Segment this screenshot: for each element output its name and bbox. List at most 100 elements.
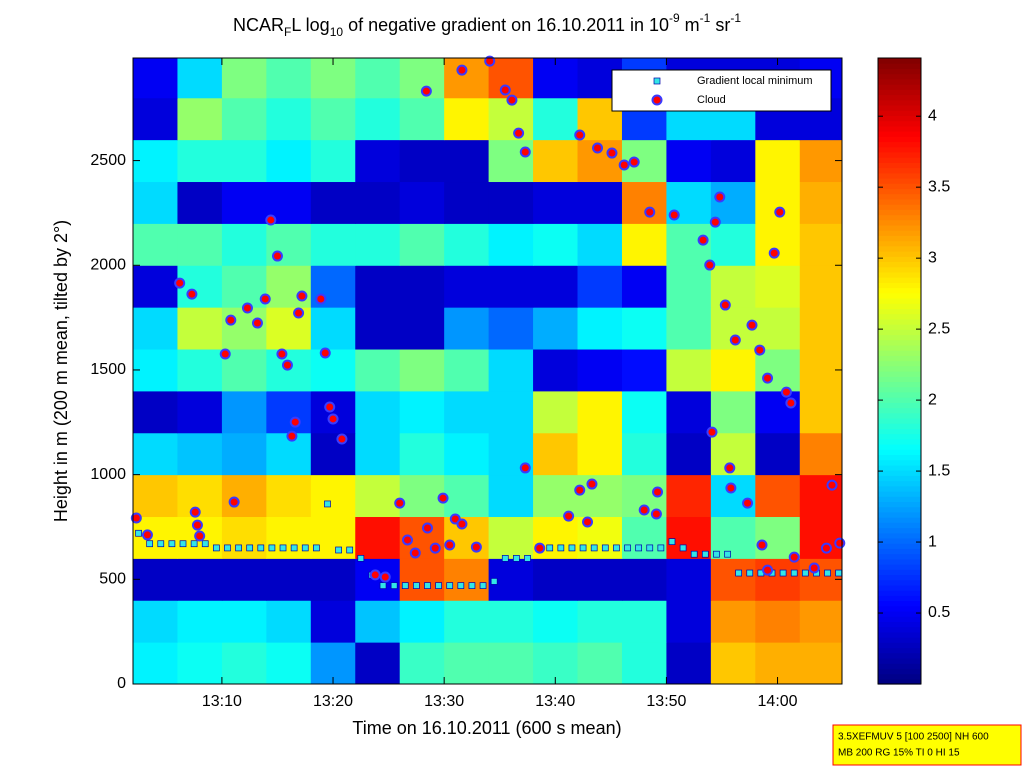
heatmap-cell xyxy=(355,139,401,183)
gradient-minimum-point xyxy=(201,540,209,548)
heatmap-cell xyxy=(221,600,267,643)
cloud-point xyxy=(650,508,662,520)
heatmap-cell xyxy=(133,474,178,518)
gradient-minimum-point xyxy=(379,582,387,589)
gradient-minimum-point xyxy=(435,582,442,589)
heatmap-cell xyxy=(133,265,178,308)
colorbar-tick-label: 3 xyxy=(928,249,937,266)
heatmap-cell xyxy=(444,390,490,434)
heatmap-cell xyxy=(177,600,223,643)
heatmap-cell xyxy=(310,223,356,266)
colorbar-cell xyxy=(878,407,921,414)
x-tick-label: 13:20 xyxy=(313,693,353,710)
colorbar-cell xyxy=(878,89,921,96)
legend-label: Gradient local minimum xyxy=(697,75,813,87)
colorbar-cell xyxy=(878,564,921,570)
colorbar-cell xyxy=(878,537,921,544)
heatmap-cell xyxy=(221,432,267,476)
heatmap-cell xyxy=(621,642,667,685)
heatmap-cell xyxy=(533,390,579,434)
x-tick-label: 13:50 xyxy=(646,693,686,710)
cloud-point xyxy=(774,206,786,218)
gradient-minimum-point xyxy=(479,582,487,589)
heatmap-cell xyxy=(399,181,445,224)
cloud-point xyxy=(697,234,709,246)
heatmap-cell xyxy=(488,642,534,685)
heatmap-cell xyxy=(444,307,490,350)
gradient-minimum-point xyxy=(346,546,354,554)
gradient-minimum-point xyxy=(801,569,809,577)
heatmap-cell xyxy=(355,181,401,224)
heatmap-cell xyxy=(621,139,667,183)
overlay xyxy=(130,55,846,589)
colorbar-cell xyxy=(878,287,921,294)
heatmap-cell xyxy=(133,600,178,643)
x-axis-label: Time on 16.10.2011 (600 s mean) xyxy=(352,718,621,738)
heatmap-cell xyxy=(488,600,534,643)
heatmap-cell xyxy=(399,390,445,434)
y-tick-label: 500 xyxy=(99,571,126,588)
heatmap-cell xyxy=(533,223,579,266)
cloud-point xyxy=(265,214,277,226)
gradient-minimum-point xyxy=(624,544,631,552)
heatmap-cell xyxy=(266,307,312,350)
colorbar-cell xyxy=(878,517,921,523)
heatmap-cell xyxy=(177,181,223,224)
cloud-point xyxy=(563,510,575,522)
colorbar-cell xyxy=(878,99,921,106)
gradient-minimum-point xyxy=(524,555,531,562)
cloud-point xyxy=(219,348,231,360)
cloud-point xyxy=(289,416,301,428)
gradient-minimum-point xyxy=(779,569,787,577)
cloud-point xyxy=(241,302,253,314)
heatmap-cell xyxy=(755,558,801,601)
colorbar-cell xyxy=(878,141,921,148)
gradient-minimum-point xyxy=(257,544,265,552)
cloud-point xyxy=(286,430,298,442)
heatmap-cell xyxy=(666,642,712,685)
cloud-point xyxy=(189,506,201,518)
heatmap-cell xyxy=(799,390,843,434)
cloud-point xyxy=(336,433,348,445)
colorbar-cell xyxy=(878,480,921,487)
gradient-minimum-point xyxy=(724,550,731,558)
heatmap-cell xyxy=(444,349,490,392)
heatmap-cell xyxy=(533,265,579,308)
cloud-point xyxy=(519,462,531,474)
colorbar-cell xyxy=(878,110,921,116)
cloud-point xyxy=(606,147,618,159)
colorbar-cell xyxy=(878,678,921,685)
colorbar-cell xyxy=(878,438,921,445)
heatmap-cell xyxy=(221,181,267,224)
heatmap-cell xyxy=(666,265,712,308)
heatmap-cell xyxy=(399,474,445,518)
heatmap-cell xyxy=(621,181,667,224)
gradient-minimum-point xyxy=(546,544,554,552)
colorbar-cell xyxy=(878,120,921,127)
heatmap-cell xyxy=(177,223,223,266)
heatmap xyxy=(133,58,843,685)
cloud-point xyxy=(762,564,774,576)
heatmap-cell xyxy=(177,139,223,183)
heatmap-cell xyxy=(355,97,401,141)
heatmap-cell xyxy=(577,223,623,266)
colorbar-cell xyxy=(878,506,921,513)
gradient-minimum-point xyxy=(390,582,398,589)
cloud-point xyxy=(130,512,142,524)
gradient-minimum-point xyxy=(601,544,609,552)
heatmap-cell xyxy=(710,349,756,392)
gradient-minimum-point xyxy=(357,555,365,562)
heatmap-cell xyxy=(266,558,312,601)
y-tick-label: 2000 xyxy=(90,256,126,273)
heatmap-cell xyxy=(310,390,356,434)
heatmap-cell xyxy=(177,265,223,308)
colorbar-cell xyxy=(878,652,921,659)
cloud-point xyxy=(324,401,336,413)
heatmap-cell xyxy=(399,307,445,350)
colorbar-cell xyxy=(878,277,921,283)
heatmap-cell xyxy=(621,390,667,434)
heatmap-cell xyxy=(355,307,401,350)
gradient-minimum-point xyxy=(613,544,620,552)
colorbar-cell xyxy=(878,245,921,252)
heatmap-cell xyxy=(488,139,534,183)
